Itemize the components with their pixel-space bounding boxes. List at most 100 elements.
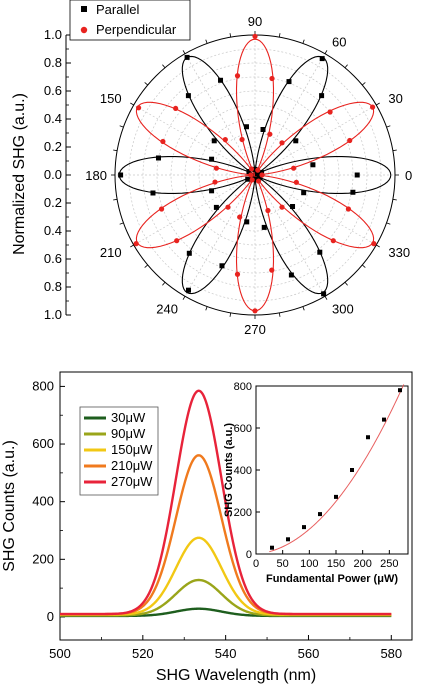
parallel-data-point — [254, 171, 260, 177]
spectra-y-tick-label: 400 — [32, 494, 54, 509]
perpendicular-data-point — [158, 206, 165, 212]
perpendicular-data-point — [252, 33, 258, 40]
parallel-data-point — [184, 54, 190, 60]
parallel-data-point — [319, 56, 325, 62]
polar-outer-tick — [144, 264, 149, 268]
parallel-data-point — [243, 124, 249, 130]
perpendicular-data-point — [248, 166, 255, 172]
spectra-y-axis-label: SHG Counts (a.u.) — [1, 440, 18, 572]
polar-angle-label: 210 — [100, 245, 122, 260]
polar-outer-tick — [162, 281, 166, 286]
polar-outer-tick — [205, 306, 208, 311]
spectra-x-tick-label: 560 — [298, 646, 320, 661]
legend-perpendicular-marker — [80, 26, 88, 34]
polar-outer-tick — [130, 102, 134, 106]
inset-x-tick-label: 200 — [353, 558, 371, 570]
spectra-series-line — [60, 389, 392, 616]
inset-y-axis-label: SHG Counts (a.u.) — [223, 423, 235, 517]
inset-data-point — [302, 525, 306, 530]
perpendicular-data-point — [330, 238, 336, 244]
perpendicular-data-point — [371, 241, 377, 247]
parallel-data-point — [317, 249, 323, 255]
polar-outer-tick — [386, 125, 391, 128]
polar-radial-tick-label: 0.6 — [44, 251, 62, 266]
perpendicular-data-point — [279, 204, 285, 210]
parallel-data-point — [319, 93, 325, 99]
polar-outer-tick — [278, 33, 281, 38]
spectra-y-tick-label: 200 — [32, 551, 54, 566]
legend-perpendicular-label: Perpendicular — [96, 22, 177, 37]
polar-outer-tick — [376, 102, 380, 106]
perpendicular-data-point — [255, 167, 261, 173]
parallel-data-point — [261, 224, 267, 230]
perpendicular-data-point — [291, 165, 297, 171]
perpendicular-data-point — [239, 136, 245, 143]
perpendicular-data-point — [347, 137, 353, 144]
spectra-x-tick-label: 520 — [132, 646, 154, 661]
polar-outer-tick — [302, 39, 305, 44]
polar-grid-spoke — [184, 53, 256, 176]
parallel-data-point — [260, 127, 266, 133]
polar-outer-tick — [302, 306, 305, 311]
polar-outer-tick — [130, 244, 134, 248]
polar-outer-tick — [324, 50, 328, 54]
polar-grid-spoke — [254, 104, 377, 176]
polar-y-axis-label: Normalized SHG (a.u.) — [11, 93, 28, 255]
polar-angle-label: 0 — [405, 168, 412, 183]
polar-outer-tick — [376, 244, 380, 248]
spectra-legend-label: 150μW — [111, 442, 153, 457]
inset-x-tick-label: 0 — [253, 558, 259, 570]
perpendicular-data-point — [234, 73, 241, 79]
perpendicular-data-point — [279, 140, 285, 146]
polar-angle-label: 330 — [388, 245, 410, 260]
perpendicular-data-point — [173, 105, 179, 112]
polar-outer-tick — [392, 149, 397, 152]
parallel-data-point — [213, 204, 219, 210]
legend-parallel-marker — [81, 6, 87, 12]
inset-plot-frame — [255, 385, 409, 555]
polar-outer-tick — [229, 33, 232, 38]
perpendicular-data-point — [293, 179, 299, 185]
parallel-data-point — [245, 176, 251, 182]
polar-outer-tick — [162, 64, 166, 69]
perpendicular-data-point — [225, 204, 231, 210]
parallel-data-point — [286, 79, 292, 85]
polar-legend-box — [69, 0, 191, 41]
legend-parallel-label: Parallel — [96, 2, 139, 17]
polar-outer-tick — [113, 198, 118, 201]
polar-angle-labels: 0 30 60 90 150 180 210 240 270 300 330 — [85, 14, 412, 337]
inset-x-axis-label: Fundamental Power (μW) — [266, 573, 398, 585]
parallel-data-point — [288, 272, 294, 278]
polar-radial-tick-label: 0.4 — [44, 111, 62, 126]
spectra-legend-label: 210μW — [111, 458, 153, 473]
perpendicular-data-point — [255, 178, 262, 184]
parallel-data-point — [350, 189, 356, 195]
parallel-data-point — [218, 77, 224, 83]
perpendicular-data-point — [212, 179, 218, 185]
inset-data-point — [270, 545, 274, 550]
polar-outer-tick — [119, 222, 124, 225]
parallel-data-point — [246, 169, 252, 174]
spectra-y-tick-label: 0 — [47, 609, 54, 624]
perpendicular-data-point — [133, 241, 139, 247]
spectra-x-tick-label: 500 — [49, 646, 71, 661]
inset-x-tick-label: 50 — [277, 558, 289, 570]
polar-angle-label: 60 — [332, 35, 346, 50]
polar-radial-axis: 0.0 0.2 0.2 0.4 0.4 0.6 0.6 0.8 0.8 1.0 1.0 — [44, 27, 71, 322]
polar-radial-tick-label: 0.8 — [44, 55, 62, 70]
polar-outer-tick — [344, 281, 348, 286]
inset-data-point — [286, 537, 290, 542]
polar-angle-label: 90 — [248, 14, 262, 29]
parallel-data-point — [310, 162, 316, 168]
inset-fit-curve — [269, 384, 405, 553]
polar-outer-tick — [205, 39, 208, 44]
perpendicular-data-point — [259, 172, 265, 178]
inset-y-tick-label: 200 — [234, 507, 252, 519]
polar-grid-spoke — [133, 174, 256, 246]
polar-grid-spoke — [184, 174, 256, 297]
polar-angle-label: 240 — [156, 301, 178, 316]
polar-angle-label: 180 — [85, 168, 107, 183]
